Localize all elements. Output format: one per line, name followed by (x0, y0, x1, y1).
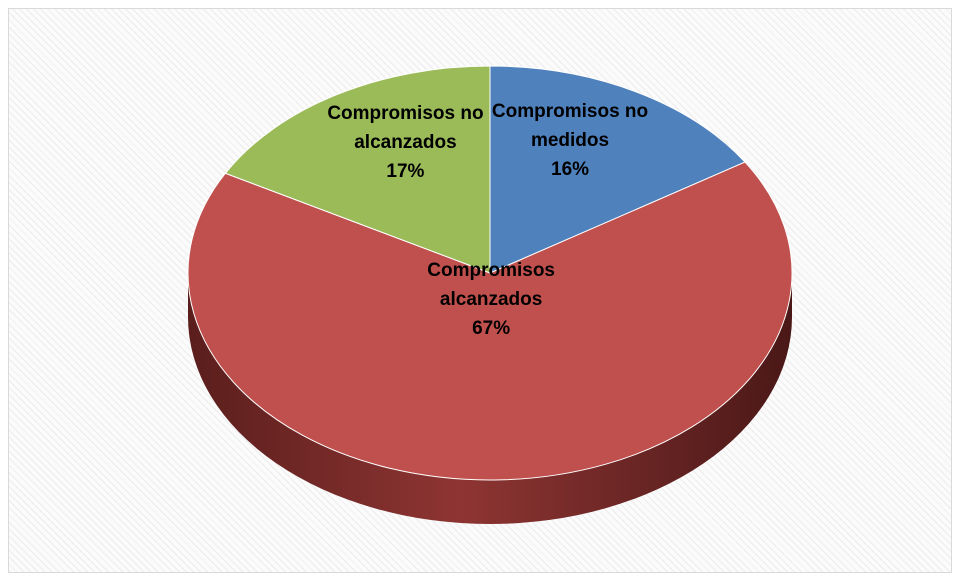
slice-category-label: Compromisos no (327, 103, 483, 124)
pie-slice-3 (224, 65, 491, 274)
slice-label-1: Compromisos no medidos 16% (492, 101, 648, 180)
slice-percent-label: 67% (472, 318, 510, 339)
pie-top-layer (187, 65, 793, 481)
slice-label-3: Compromisos no alcanzados 17% (327, 103, 483, 182)
slice-category-label: alcanzados (440, 289, 542, 310)
pie-label-layer: Compromisos no medidos 16% Compromisos alcan… (327, 101, 648, 339)
pie-side-layer (188, 273, 792, 524)
pie-slice-2 (187, 161, 793, 481)
slice-percent-label: 17% (386, 161, 424, 182)
pie-side-2 (188, 273, 792, 524)
slice-percent-label: 16% (551, 159, 589, 180)
slice-category-label: Compromisos (427, 260, 555, 281)
pie-slice-1 (489, 65, 746, 274)
slice-category-label: Compromisos no (492, 101, 648, 122)
slice-category-label: alcanzados (354, 132, 456, 153)
pie-chart: Compromisos no medidos 16% Compromisos alcan… (187, 65, 793, 524)
slice-category-label: medidos (531, 130, 609, 151)
slice-label-2: Compromisos alcanzados 67% (427, 260, 555, 339)
chart-area: Compromisos no medidos 16% Compromisos alcan… (8, 8, 952, 573)
